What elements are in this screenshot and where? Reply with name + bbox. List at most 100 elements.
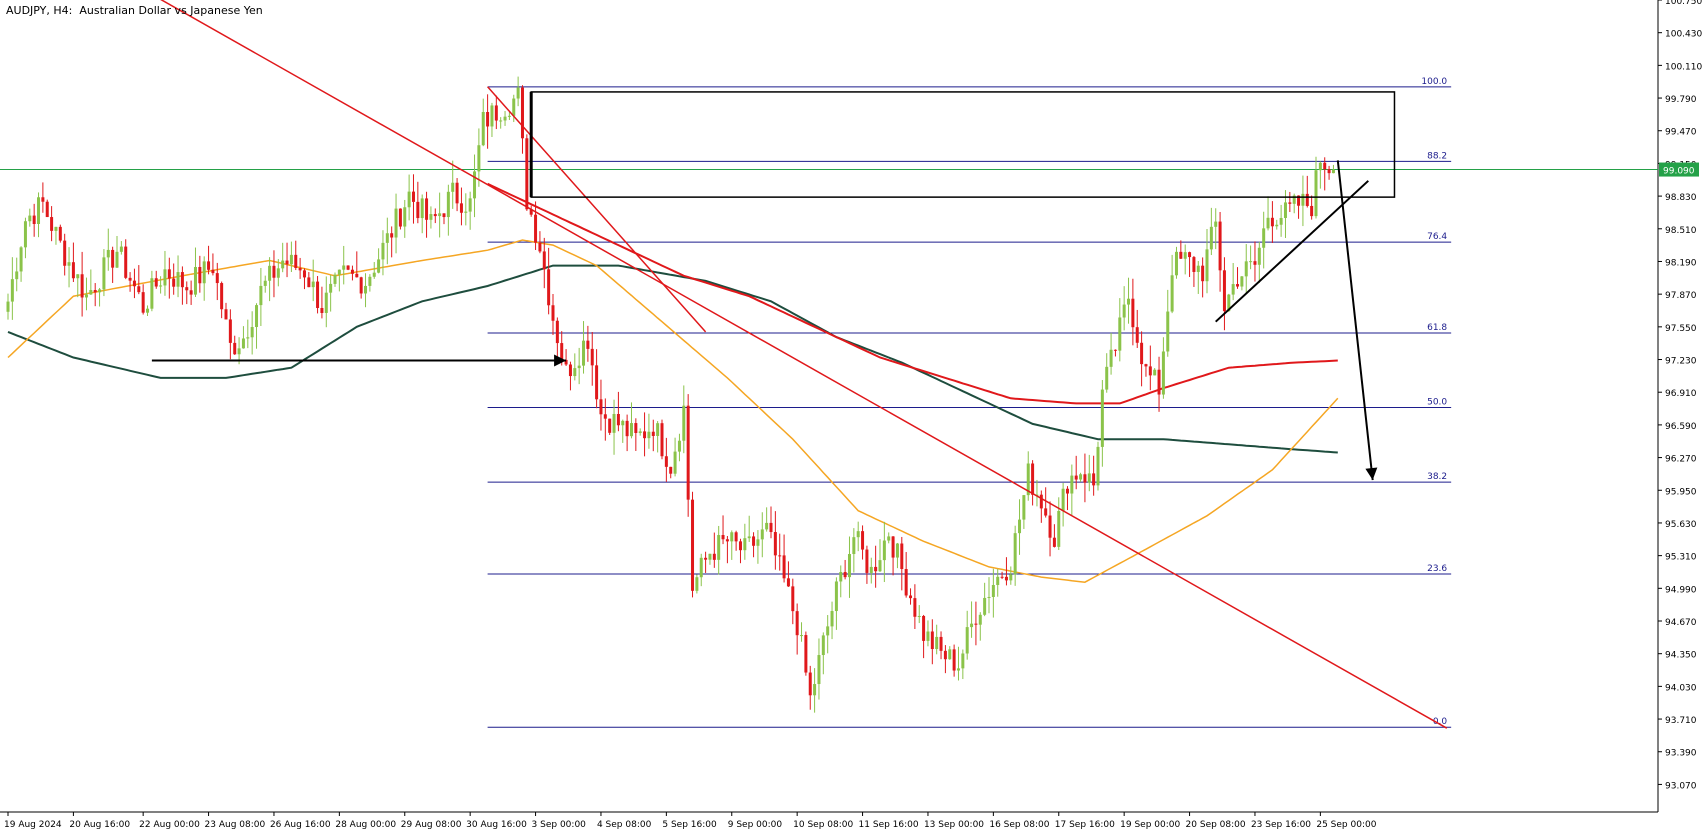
bullish-candle	[699, 557, 703, 578]
bullish-candle	[512, 98, 516, 116]
bearish-candle	[416, 201, 420, 219]
bullish-candle	[276, 268, 280, 278]
bullish-candle	[324, 292, 328, 313]
downtrend-line-secondary[interactable]	[487, 86, 707, 333]
bullish-candle	[10, 279, 14, 302]
arrow-down[interactable]	[1336, 160, 1374, 481]
bearish-candle	[80, 274, 84, 298]
price-tick-label: 100.430	[1665, 30, 1702, 40]
bullish-candle	[821, 635, 825, 656]
bearish-candle	[433, 214, 437, 217]
time-tick-label: 9 Sep 00:00	[728, 820, 783, 830]
bullish-candle	[1209, 226, 1213, 250]
bearish-candle	[568, 364, 572, 377]
bullish-candle	[490, 105, 494, 127]
bearish-candle	[455, 182, 459, 204]
bullish-candle	[464, 211, 468, 213]
bearish-candle	[773, 532, 777, 556]
bearish-candle	[738, 541, 742, 551]
bearish-candle	[1065, 488, 1069, 494]
bullish-candle	[1009, 574, 1013, 581]
bullish-candle	[621, 420, 625, 426]
bearish-candle	[294, 254, 298, 268]
bearish-candle	[1148, 366, 1152, 376]
bearish-candle	[198, 266, 202, 284]
bearish-candle	[1327, 169, 1331, 174]
bullish-candle	[481, 111, 485, 146]
bullish-candle	[289, 254, 293, 265]
bullish-candle	[895, 543, 899, 558]
price-tick-label: 95.630	[1665, 520, 1697, 530]
bullish-candle	[1122, 304, 1126, 318]
bearish-candle	[704, 557, 708, 560]
bearish-candle	[320, 308, 324, 313]
bullish-candle	[1205, 249, 1209, 282]
bullish-candle	[241, 338, 245, 349]
bullish-candle	[259, 285, 263, 306]
downtrend-line[interactable]	[126, 0, 1448, 729]
bearish-candle	[180, 272, 184, 288]
bullish-candle	[965, 627, 969, 654]
bearish-candle	[1144, 364, 1148, 367]
bearish-candle	[1048, 515, 1052, 538]
price-tick-label: 96.270	[1665, 455, 1697, 465]
price-tick-label: 93.390	[1665, 749, 1697, 759]
bullish-candle	[839, 572, 843, 582]
bearish-candle	[616, 413, 620, 426]
bearish-candle	[1031, 463, 1035, 495]
bullish-candle	[1022, 495, 1026, 520]
price-tick-label: 98.830	[1665, 193, 1697, 203]
bullish-candle	[372, 272, 376, 277]
fib-level-label: 76.4	[1427, 232, 1447, 242]
bullish-candle	[756, 539, 760, 546]
bullish-candle	[765, 522, 769, 530]
bullish-candle	[677, 440, 681, 452]
bearish-candle	[307, 277, 311, 288]
bullish-candle	[98, 289, 102, 293]
bullish-candle	[15, 271, 19, 280]
bullish-candle	[468, 198, 472, 212]
bullish-candle	[1231, 284, 1235, 295]
bullish-candle	[477, 145, 481, 172]
bearish-candle	[808, 672, 812, 696]
bearish-candle	[664, 456, 668, 467]
bullish-candle	[1196, 265, 1200, 272]
bearish-candle	[1253, 261, 1257, 265]
ma-slow-line	[7, 264, 1338, 454]
bearish-candle	[752, 536, 756, 546]
bearish-candle	[45, 201, 49, 218]
bearish-candle	[725, 539, 729, 542]
bearish-candle	[359, 277, 363, 294]
bullish-candle	[54, 226, 58, 231]
bullish-candle	[1275, 224, 1279, 227]
bullish-candle	[970, 623, 974, 628]
bullish-candle	[1227, 294, 1231, 312]
bullish-candle	[1070, 475, 1074, 494]
bearish-candle	[207, 261, 211, 270]
fibonacci-retracement[interactable]: 100.0 88.2 76.4 61.8 50.0 38.2 23.6 0.0	[0, 77, 1658, 728]
time-tick-label: 10 Sep 08:00	[793, 820, 853, 830]
bullish-candle	[1013, 533, 1017, 575]
bearish-candle	[1039, 494, 1043, 509]
bearish-candle	[782, 555, 786, 579]
bullish-candle	[730, 532, 734, 542]
chart-drawings[interactable]	[126, 0, 1448, 729]
bearish-candle	[411, 191, 415, 202]
bearish-candle	[1218, 221, 1222, 271]
bullish-candle	[1174, 251, 1178, 276]
bearish-candle	[804, 635, 808, 673]
bullish-candle	[991, 584, 995, 597]
bearish-candle	[786, 578, 790, 587]
bullish-candle	[573, 368, 577, 377]
bullish-candle	[682, 405, 686, 441]
bullish-candle	[381, 242, 385, 260]
bearish-candle	[686, 405, 690, 500]
bearish-candle	[660, 423, 664, 457]
bearish-candle	[154, 278, 158, 287]
bullish-candle	[364, 285, 368, 294]
bullish-candle	[813, 684, 817, 696]
bearish-candle	[1297, 195, 1301, 206]
bullish-candle	[1061, 488, 1065, 511]
bearish-candle	[1074, 475, 1078, 480]
